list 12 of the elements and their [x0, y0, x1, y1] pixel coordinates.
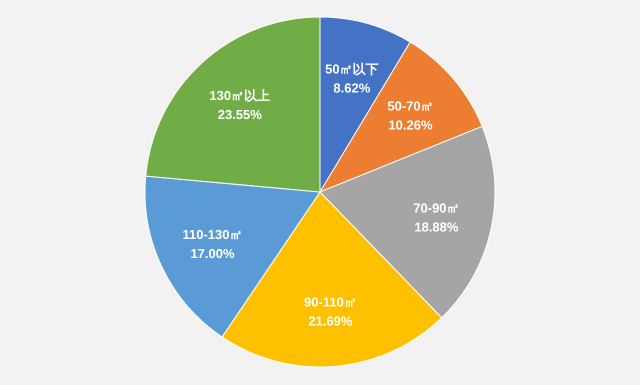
data-label: 21.69% — [308, 314, 353, 329]
data-label: 10.26% — [388, 118, 433, 133]
data-label: 17.00% — [190, 246, 235, 262]
slice-label: 50㎡以下 — [325, 61, 379, 76]
slice-label: 130㎡以上 — [209, 88, 270, 104]
slice-label: 90-110㎡ — [304, 294, 357, 310]
data-label: 23.55% — [218, 107, 262, 122]
data-label: 8.62% — [333, 80, 371, 96]
slice-label: 50-70㎡ — [387, 98, 434, 114]
slice-label: 110-130㎡ — [182, 227, 242, 242]
data-label: 18.88% — [414, 220, 459, 235]
slice-label: 70-90㎡ — [413, 200, 460, 216]
